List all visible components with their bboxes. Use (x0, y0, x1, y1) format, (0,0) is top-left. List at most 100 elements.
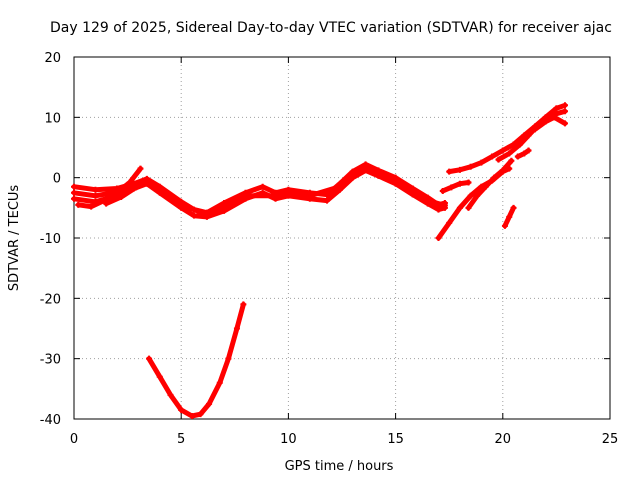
series-tail-segment-a (440, 180, 471, 194)
data-point (103, 200, 110, 207)
data-point (441, 202, 448, 209)
x-tick-label: 0 (70, 432, 78, 447)
data-point (126, 179, 133, 186)
data-point (92, 186, 99, 193)
data-point (561, 108, 568, 115)
axis-ticks: 0 5 10 15 20 25 -40 -30 -20 -10 0 10 20 (40, 51, 619, 447)
data-point (88, 203, 95, 210)
data-point (233, 325, 240, 332)
data-point (197, 411, 204, 418)
data-point (146, 355, 153, 362)
data-point (188, 412, 195, 419)
data-point (561, 120, 568, 127)
data-point (191, 212, 198, 219)
data-point (542, 118, 549, 125)
data-point (521, 150, 528, 157)
y-tick-label: -30 (40, 353, 61, 368)
y-tick-label: 10 (44, 111, 61, 126)
data-point (448, 184, 455, 191)
data-point (435, 206, 442, 213)
y-tick-label: -20 (40, 292, 61, 307)
data-point (531, 126, 538, 133)
data-point (221, 203, 228, 210)
y-tick-label: -40 (40, 413, 61, 428)
data-point (137, 165, 144, 172)
series-tail-segment-c (466, 158, 514, 211)
data-point (203, 211, 210, 218)
data-point (456, 166, 463, 173)
x-axis-label: GPS time / hours (285, 459, 394, 474)
data-point (482, 183, 489, 190)
y-tick-label: -10 (40, 232, 61, 247)
data-point (467, 192, 474, 199)
data-point (499, 167, 506, 174)
data-point (178, 406, 185, 413)
data-point (465, 204, 472, 211)
data-point (118, 193, 125, 200)
data-point (336, 183, 343, 190)
data-point (456, 204, 463, 211)
data-point (514, 153, 521, 160)
data-point (467, 163, 474, 170)
data-point (285, 189, 292, 196)
data-point (272, 192, 279, 199)
data-point (525, 147, 532, 154)
data-point (323, 197, 330, 204)
y-tick-label: 0 (53, 172, 61, 187)
data-point (525, 132, 532, 139)
data-point (113, 189, 120, 196)
data-point (561, 102, 568, 109)
data-point (501, 222, 508, 229)
series-rising-trail-c (532, 114, 568, 132)
x-tick-label: 20 (495, 432, 512, 447)
x-tick-label: 25 (602, 432, 619, 447)
data-point (71, 183, 77, 190)
data-point (362, 164, 369, 171)
data-point (491, 174, 498, 181)
data-point (259, 183, 266, 190)
data-point (516, 141, 523, 148)
data-point (499, 147, 506, 154)
y-axis-label: SDTVAR / TECUs (7, 185, 22, 292)
x-tick-label: 10 (280, 432, 297, 447)
x-tick-label: 15 (387, 432, 404, 447)
x-tick-label: 5 (177, 432, 185, 447)
data-point (506, 150, 513, 157)
data-point (465, 179, 472, 186)
data-point (510, 141, 517, 148)
data-point (424, 197, 431, 204)
data-point (206, 400, 213, 407)
data-point (156, 186, 163, 193)
data-point (506, 213, 513, 220)
data-point (474, 192, 481, 199)
data-point (240, 301, 247, 308)
grid-lines (74, 57, 610, 419)
data-point (489, 153, 496, 160)
data-point (510, 204, 517, 211)
data-point (446, 168, 453, 175)
data-point (392, 177, 399, 184)
y-tick-label: 20 (44, 51, 61, 66)
data-point (495, 156, 502, 163)
data-point (508, 157, 515, 164)
data-point (456, 180, 463, 187)
data-point (551, 114, 558, 121)
data-point (143, 180, 150, 187)
data-point (216, 379, 223, 386)
series-short-segment-1 (103, 180, 150, 207)
data-point (133, 184, 140, 191)
data-point (178, 201, 185, 208)
data-point (349, 168, 356, 175)
data-point (167, 391, 174, 398)
data-point (71, 195, 77, 202)
data-point (242, 192, 249, 199)
data-point (306, 192, 313, 199)
data-series (71, 102, 568, 419)
chart-title: Day 129 of 2025, Sidereal Day-to-day VTE… (50, 20, 612, 36)
data-point (225, 355, 232, 362)
data-point (92, 192, 99, 199)
data-point (71, 189, 77, 196)
data-point (75, 201, 82, 208)
data-point (156, 373, 163, 380)
